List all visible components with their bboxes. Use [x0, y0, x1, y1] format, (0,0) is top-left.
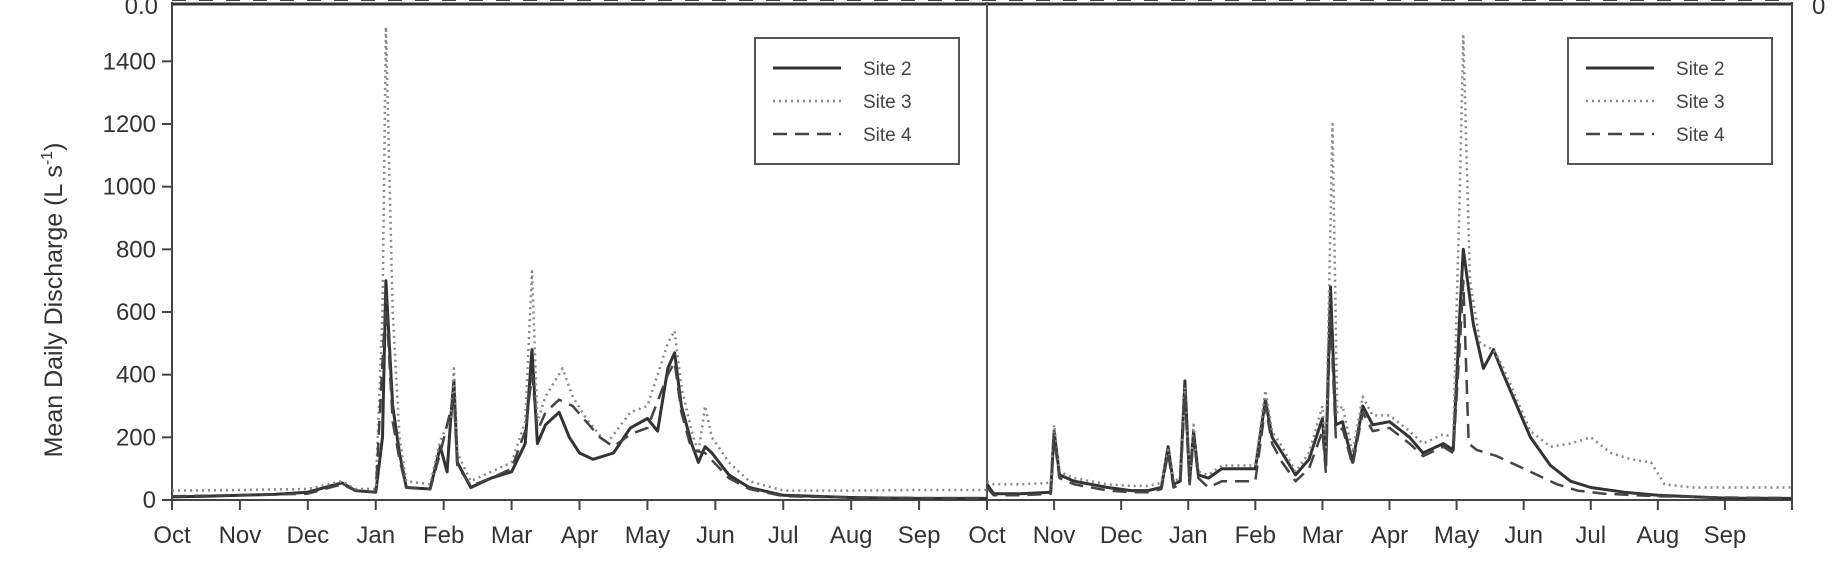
x-tick-label: Mar [1302, 522, 1343, 549]
y-tick-label: 800 [116, 236, 156, 263]
top-cut-label-left: 0.0 [125, 0, 158, 20]
x-tick-label: Jul [1575, 522, 1606, 549]
top-cut-panel-strip [172, 0, 1792, 6]
top-cut-label-right: 0 [1812, 0, 1825, 20]
x-tick-label: Oct [153, 522, 191, 549]
x-tick-label: Apr [561, 522, 598, 549]
x-tick-label: Feb [423, 522, 464, 549]
legend-layer: Site 2 Site 3 Site 4 Site 2 Site 3 Site 4 [754, 37, 1773, 165]
series-line-panel2-site-3 [986, 35, 1792, 489]
legend-label: Site 2 [1676, 59, 1725, 80]
x-tick-label: Aug [1636, 522, 1679, 549]
y-axis-label-close: ) [40, 143, 68, 151]
y-tick-label: 1200 [103, 111, 156, 138]
x-tick-label: Jun [1504, 522, 1543, 549]
legend-label: Site 3 [1676, 92, 1725, 113]
y-tick-label: 1000 [103, 174, 156, 201]
legend-label: Site 4 [1676, 125, 1725, 146]
legend-label: Site 4 [863, 125, 912, 146]
series-layer [171, 25, 1793, 500]
y-tick-label: 400 [116, 362, 156, 389]
legend-label: Site 2 [863, 59, 912, 80]
x-tick-label: Sep [898, 522, 941, 549]
legend-box [754, 37, 960, 165]
y-axis-label-exponent: -1 [39, 151, 56, 165]
x-tick-label: Apr [1371, 522, 1408, 549]
legend-box [1567, 37, 1773, 165]
x-tick-label: Sep [1704, 522, 1747, 549]
y-tick-label: 600 [116, 299, 156, 326]
x-tick-label: Mar [491, 522, 532, 549]
y-axis-label-main: Mean Daily Discharge (L s [40, 165, 68, 457]
x-tick-label: May [1434, 522, 1479, 549]
x-tick-label: Aug [830, 522, 873, 549]
x-tick-label: Nov [219, 522, 262, 549]
series-line-panel1-site-2 [171, 279, 987, 500]
x-tick-label: Oct [968, 522, 1006, 549]
series-line-panel2-site-4 [986, 279, 1793, 500]
x-tick-label: Dec [286, 522, 329, 549]
series-line-panel1-site-4 [171, 295, 987, 500]
x-tick-label: May [625, 522, 670, 549]
x-axis: Oct Nov Dec Jan Feb Mar Apr May Jun Jul Aug Sep Oct N… [153, 500, 1793, 549]
x-tick-label: Jun [696, 522, 735, 549]
x-tick-label: Jul [768, 522, 799, 549]
x-tick-label: Dec [1100, 522, 1143, 549]
series-line-panel2-site-2 [985, 247, 1793, 500]
plot-frame [171, 2, 1793, 501]
x-tick-label: Nov [1033, 522, 1076, 549]
y-tick-label: 0 [143, 487, 156, 514]
x-tick-label: Jan [356, 522, 395, 549]
legend-label: Site 3 [863, 92, 912, 113]
y-axis-label: Mean Daily Discharge (L s-1) [39, 143, 68, 458]
y-tick-label: 200 [116, 424, 156, 451]
y-tick-label: 1400 [103, 48, 156, 75]
x-tick-label: Feb [1235, 522, 1276, 549]
x-tick-label: Jan [1169, 522, 1208, 549]
y-axis: 0 200 400 600 800 1000 1200 1400 [103, 48, 172, 514]
